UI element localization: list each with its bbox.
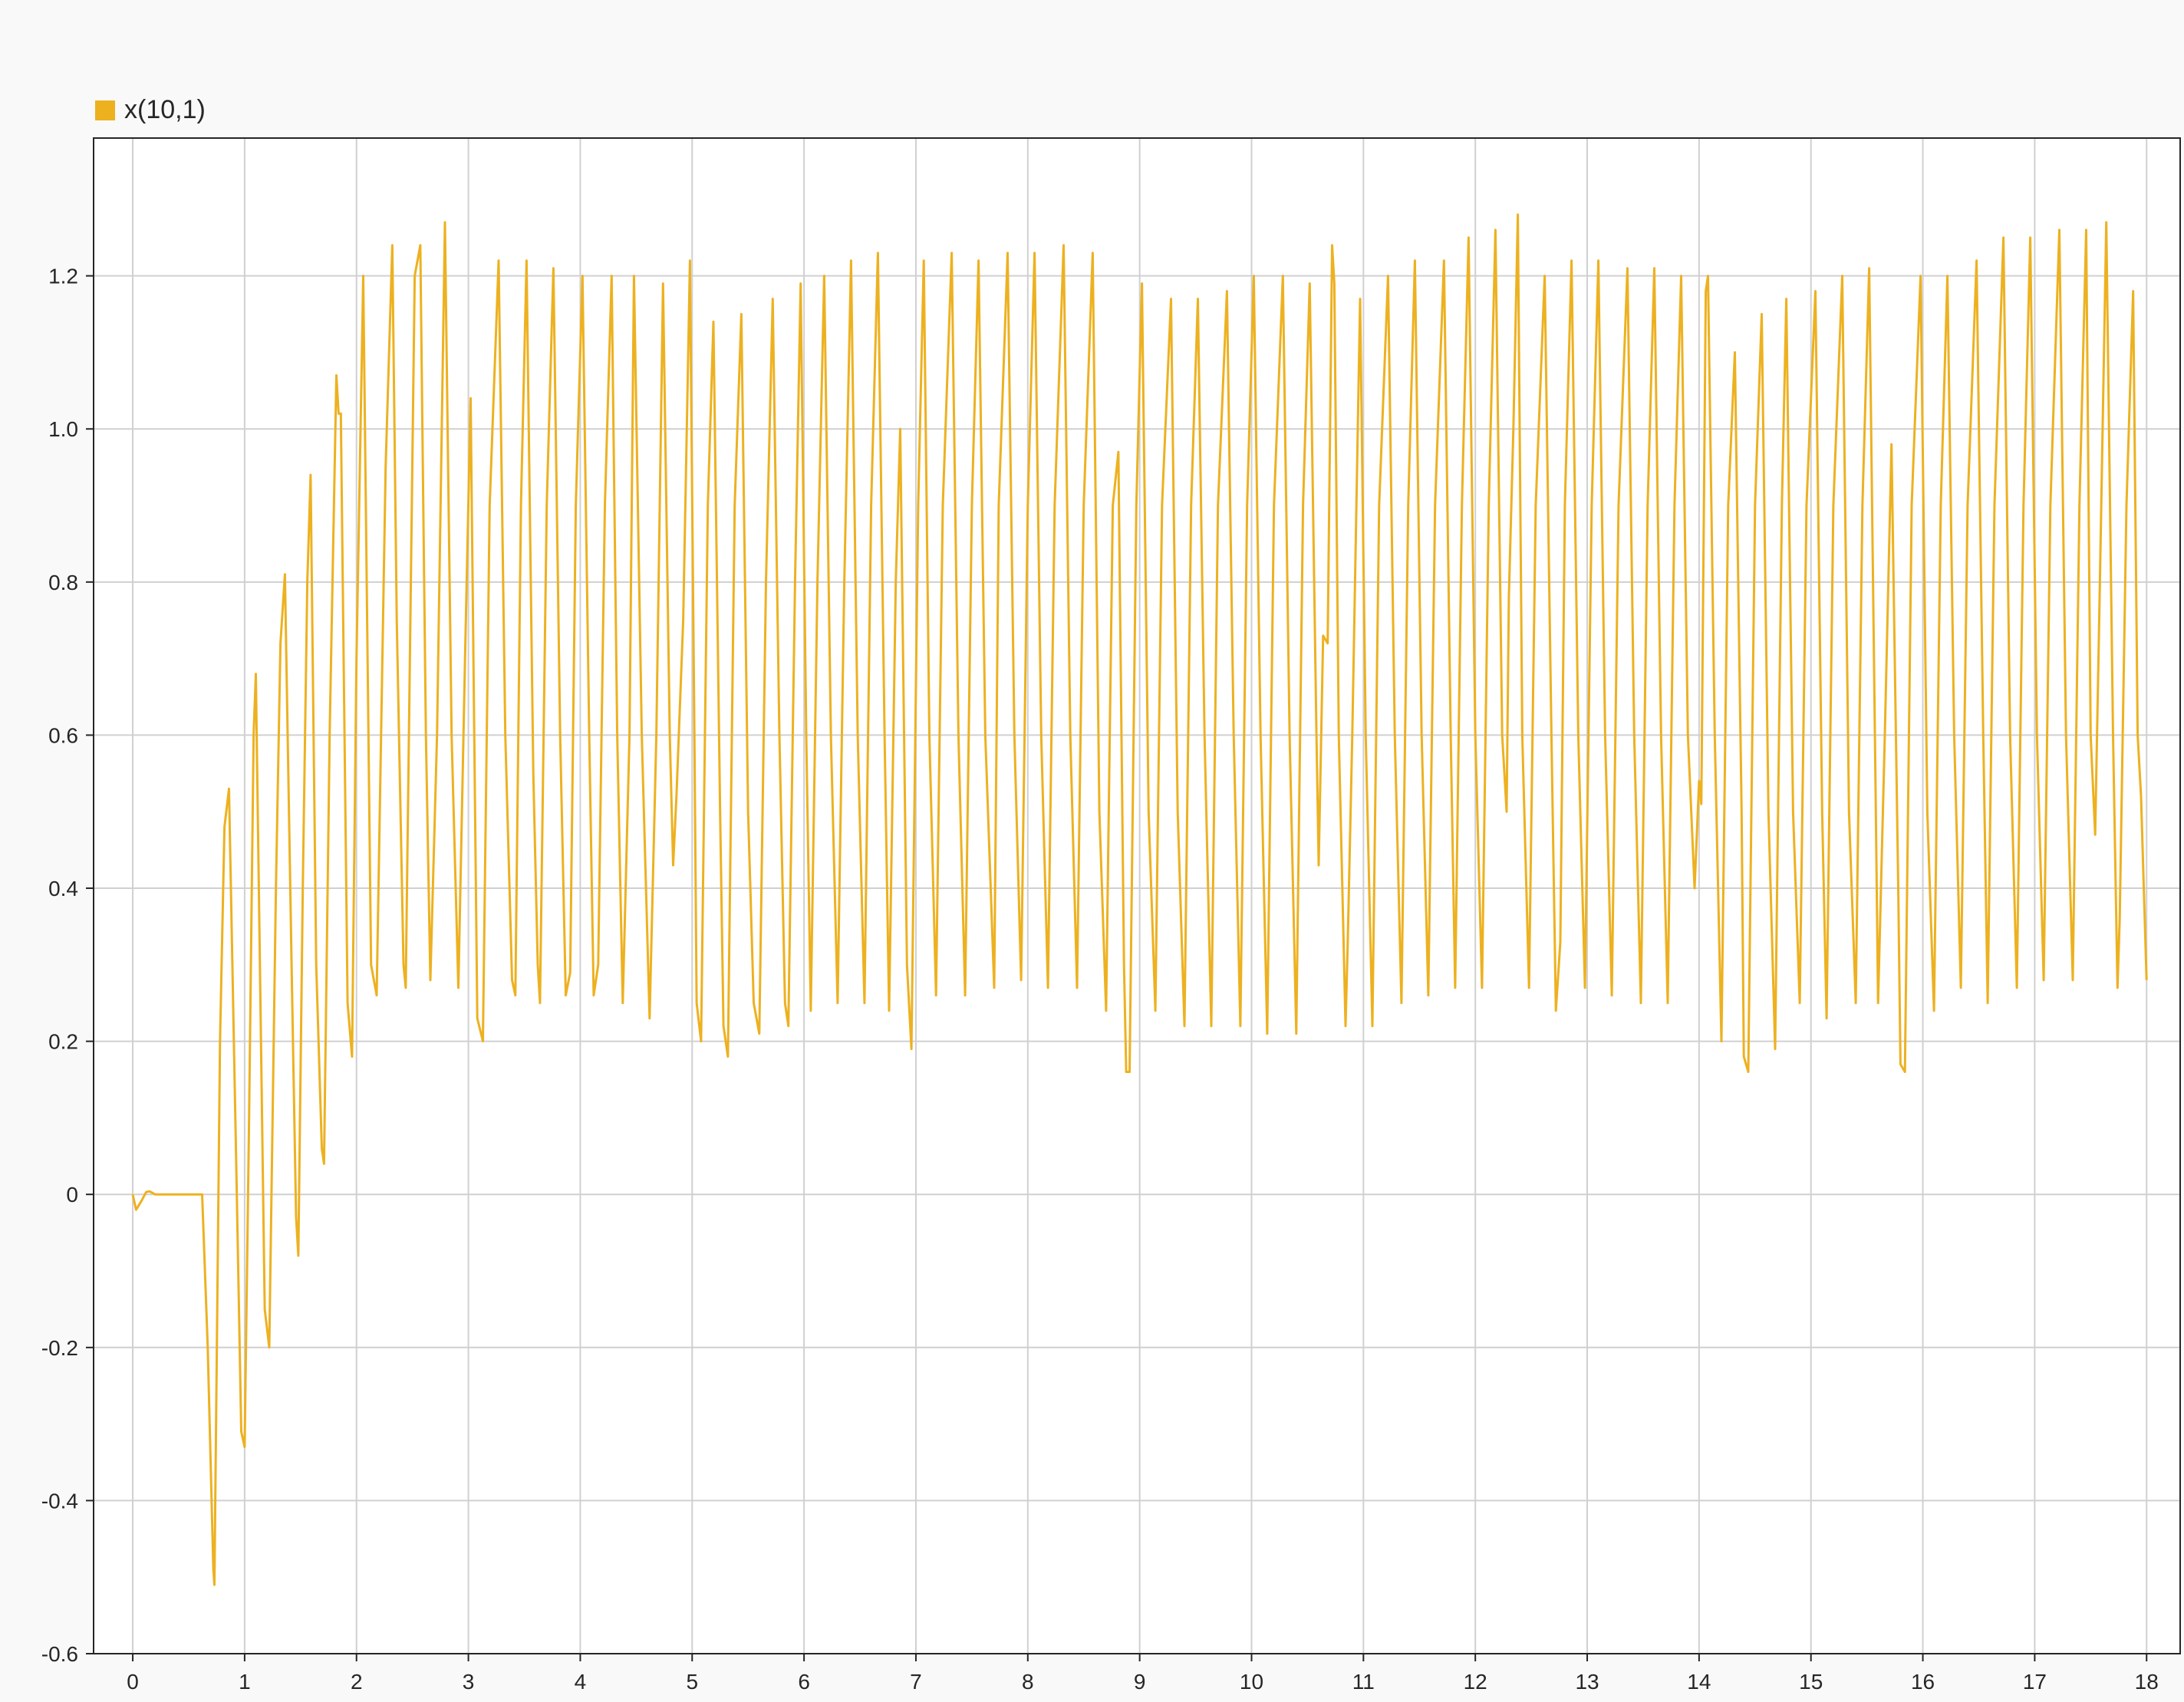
y-tick-label: -0.4: [41, 1489, 78, 1513]
legend-label-x-10-1: x(10,1): [124, 95, 206, 124]
x-tick-label: 4: [575, 1670, 587, 1694]
x-tick-label: 14: [1687, 1670, 1711, 1694]
x-tick-label: 11: [1352, 1670, 1375, 1694]
plot-frame: [93, 137, 2181, 1654]
y-tick-label: -0.2: [41, 1336, 78, 1360]
x-tick-label: 17: [2023, 1670, 2047, 1694]
y-tick-label: 0.6: [48, 723, 78, 747]
x-tick-label: 1: [239, 1670, 251, 1694]
x-tick-label: 7: [910, 1670, 922, 1694]
x-tick-label: 16: [1911, 1670, 1935, 1694]
y-tick-label: 1.2: [48, 265, 78, 288]
y-tick-label: 1.0: [48, 417, 78, 441]
y-tick-label: 0.8: [48, 571, 78, 594]
x-tick-label: 13: [1575, 1670, 1599, 1694]
tick-labels: 0 1 2 3 4 5 6 7 8 9 10 11 12 13 14 15 16 17 18-0.6-0.4-0.2…: [41, 265, 2159, 1694]
x-tick-label: 0: [127, 1670, 139, 1694]
series-layer: [131, 213, 2148, 1586]
x-tick-label: 9: [1134, 1670, 1146, 1694]
x-tick-label: 2: [351, 1670, 363, 1694]
x-tick-label: 18: [2135, 1670, 2159, 1694]
y-tick-label: -0.6: [41, 1642, 78, 1666]
x-tick-label: 12: [1464, 1670, 1487, 1694]
x-tick-label: 6: [798, 1670, 810, 1694]
y-tick-label: 0.2: [48, 1030, 78, 1054]
x-tick-label: 3: [463, 1670, 475, 1694]
y-tick-label: 0.4: [48, 877, 78, 900]
series-line-x-10-1: [131, 213, 2148, 1586]
x-tick-label: 10: [1240, 1670, 1263, 1694]
y-tick-label: 0: [66, 1183, 78, 1207]
legend[interactable]: x(10,1): [95, 95, 206, 124]
x-tick-label: 8: [1022, 1670, 1034, 1694]
x-tick-label: 15: [1799, 1670, 1823, 1694]
x-tick-label: 5: [686, 1670, 698, 1694]
legend-swatch: [95, 100, 115, 120]
